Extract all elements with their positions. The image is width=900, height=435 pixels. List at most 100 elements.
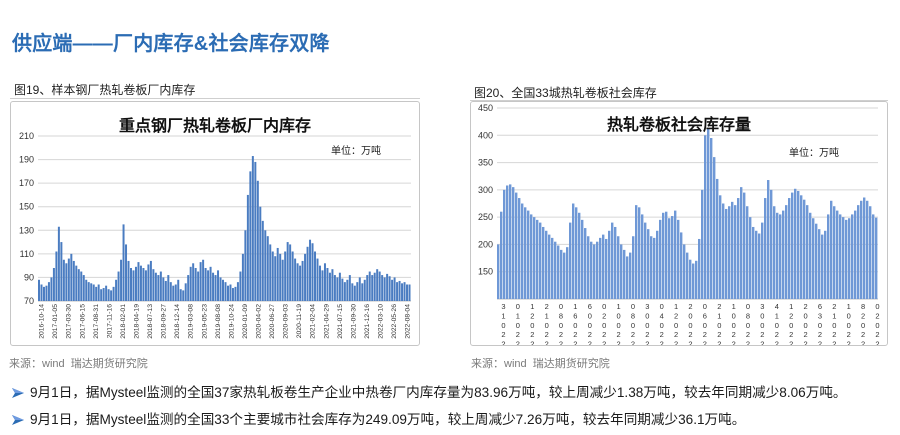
x-tick-label: 30022 <box>642 302 652 346</box>
bar <box>368 271 371 301</box>
bar <box>259 206 262 301</box>
bar-series <box>38 156 411 301</box>
bar <box>45 285 48 301</box>
bar <box>671 216 674 299</box>
bar <box>743 192 746 299</box>
y-tick-label: 130 <box>19 225 34 235</box>
bar <box>112 286 115 301</box>
bar <box>229 284 232 301</box>
bar <box>87 282 90 301</box>
bar <box>326 268 329 301</box>
bar <box>157 275 160 301</box>
bar <box>608 230 611 299</box>
bar <box>578 212 581 299</box>
x-tick-label: 2020-11-19 <box>296 304 303 338</box>
bar <box>358 277 361 301</box>
bar <box>500 211 503 299</box>
x-tick-label: 02022 <box>599 302 609 346</box>
bar <box>677 219 680 299</box>
bar <box>737 198 740 299</box>
bar <box>130 268 132 301</box>
bar <box>785 205 788 299</box>
bar <box>836 210 839 299</box>
bar <box>563 252 566 299</box>
bar <box>803 199 806 299</box>
bar <box>860 200 863 299</box>
bar <box>701 189 704 299</box>
bar <box>506 185 509 299</box>
bar <box>533 217 536 299</box>
bar <box>869 206 872 299</box>
x-tick-label: 2019-10-24 <box>228 304 235 339</box>
x-tick-label: 20022 <box>686 302 695 346</box>
bar <box>95 286 98 301</box>
bar <box>67 258 70 301</box>
bar <box>575 207 578 299</box>
bar <box>566 247 569 299</box>
bar <box>755 230 758 299</box>
bar <box>401 283 404 301</box>
bar <box>80 271 83 301</box>
bar <box>632 236 635 299</box>
x-tick-label: 21022 <box>542 302 552 346</box>
left-figure-source: 来源：wind 瑞达期货研究院 <box>9 358 148 370</box>
bar <box>740 187 743 299</box>
bar <box>294 258 297 301</box>
bar <box>647 229 650 299</box>
y-tick-label: 210 <box>19 131 34 141</box>
bar <box>75 265 78 301</box>
bar <box>503 189 506 299</box>
bar <box>154 272 157 301</box>
bullet-text: 9月1日，据Mysteel监测的全国37家热轧板卷生产企业中热卷厂内库存量为83… <box>30 385 847 400</box>
bar <box>82 275 85 301</box>
bar <box>353 285 356 301</box>
bar <box>55 251 58 301</box>
bar <box>219 277 222 301</box>
bar <box>725 208 728 299</box>
bar <box>309 239 312 301</box>
bar <box>182 290 185 301</box>
bar <box>144 270 147 301</box>
bar <box>659 219 662 299</box>
bar <box>363 279 366 301</box>
right-chart-title: 热轧卷板社会库存量 <box>606 117 751 134</box>
bar <box>194 268 197 301</box>
bar <box>665 211 668 299</box>
bar <box>62 259 65 301</box>
bar <box>638 207 641 299</box>
bar <box>167 275 170 301</box>
bar <box>85 279 88 301</box>
x-tick-label: 2022-05-26 <box>391 304 398 339</box>
bar <box>683 244 686 299</box>
bar <box>373 272 376 301</box>
bar <box>241 253 244 301</box>
bar <box>246 194 249 301</box>
bar <box>137 262 140 301</box>
bar <box>222 279 224 301</box>
bar <box>264 230 267 301</box>
x-tick-label: 21022 <box>714 302 724 346</box>
bar <box>92 284 95 301</box>
bar <box>134 266 137 301</box>
bar <box>674 210 677 299</box>
bar <box>378 271 381 301</box>
bar <box>214 275 217 301</box>
bar <box>722 203 725 299</box>
bar <box>746 206 749 299</box>
x-tick-label: 60022 <box>585 302 595 346</box>
bar <box>139 265 142 301</box>
bar <box>620 244 623 299</box>
bar <box>125 244 128 301</box>
bar <box>234 286 237 301</box>
bar <box>279 253 282 301</box>
bar <box>797 190 800 299</box>
bar <box>266 236 269 301</box>
bar <box>515 192 518 299</box>
bar <box>794 188 797 299</box>
bar <box>244 230 247 301</box>
bar <box>117 271 120 301</box>
bar <box>530 214 533 299</box>
bar <box>719 195 722 299</box>
bar <box>408 284 411 301</box>
bar <box>174 284 177 301</box>
